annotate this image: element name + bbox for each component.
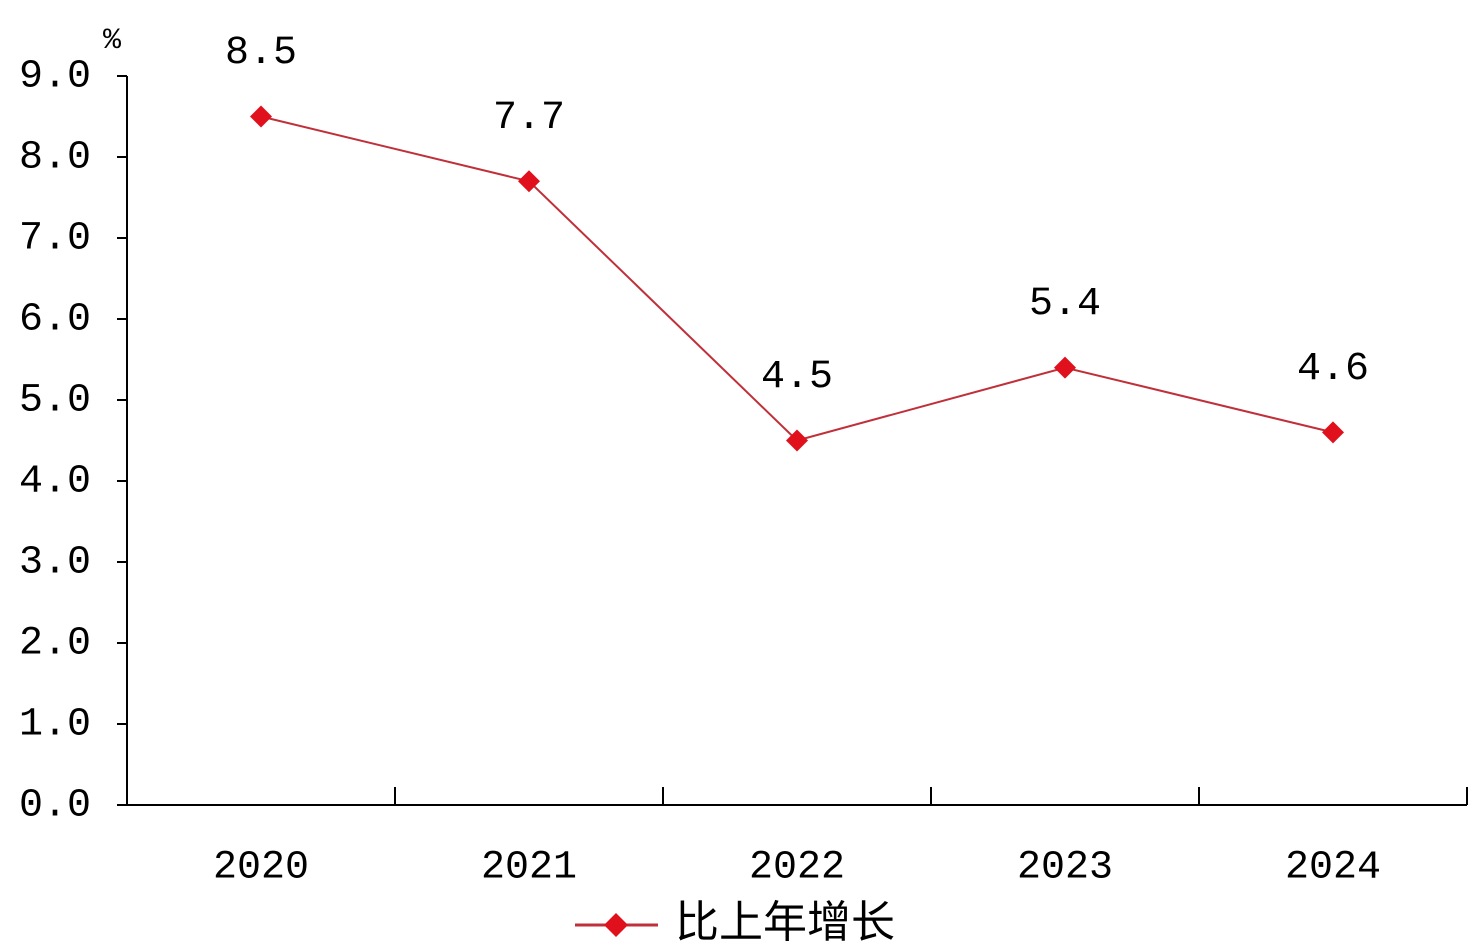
legend-label: 比上年增长 [675, 897, 895, 948]
data-label: 7.7 [493, 96, 565, 141]
marker [1054, 356, 1076, 379]
data-label: 8.5 [225, 31, 297, 76]
y-tick-label: 0.0 [19, 784, 91, 829]
marker [786, 429, 808, 452]
marker [250, 105, 272, 128]
marker [1322, 421, 1344, 444]
y-tick-label: 6.0 [19, 298, 91, 343]
data-label: 4.6 [1297, 347, 1369, 392]
x-tick-label: 2024 [1285, 846, 1381, 891]
x-tick-label: 2022 [749, 846, 845, 891]
y-tick-label: 9.0 [19, 55, 91, 100]
y-tick-label: 5.0 [19, 379, 91, 424]
y-tick-label: 2.0 [19, 622, 91, 667]
data-label: 5.4 [1029, 282, 1101, 327]
y-tick-label: 4.0 [19, 460, 91, 505]
x-tick-label: 2021 [481, 846, 577, 891]
marker [518, 170, 540, 193]
x-tick-label: 2023 [1017, 846, 1113, 891]
legend-marker [604, 913, 628, 937]
y-tick-label: 1.0 [19, 703, 91, 748]
x-tick-label: 2020 [213, 846, 309, 891]
y-tick-label: 3.0 [19, 541, 91, 586]
y-unit: % [103, 24, 122, 58]
y-tick-label: 7.0 [19, 217, 91, 262]
data-label: 4.5 [761, 355, 833, 400]
y-tick-label: 8.0 [19, 136, 91, 181]
